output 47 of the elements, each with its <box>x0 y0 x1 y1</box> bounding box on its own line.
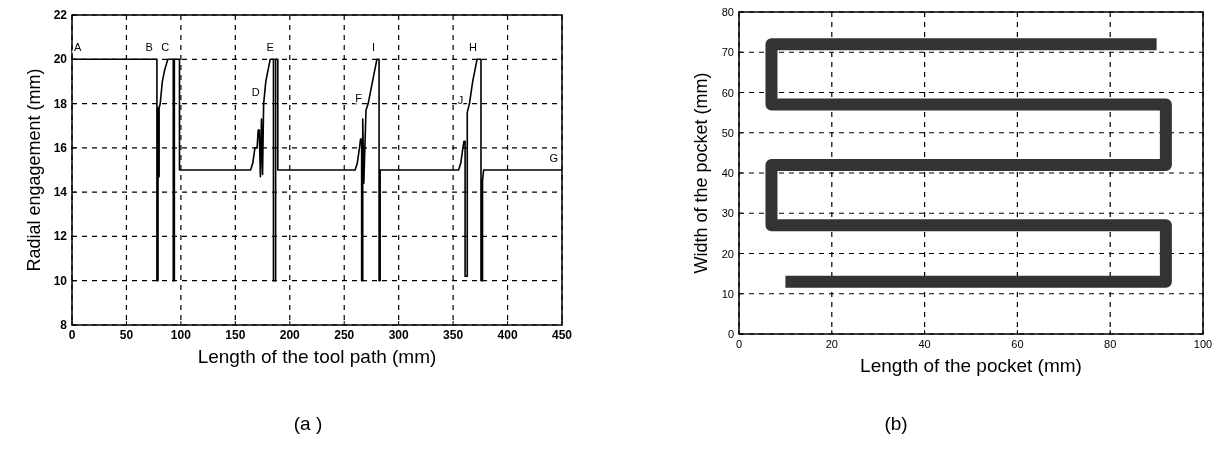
x-tick-label: 50 <box>119 328 134 342</box>
y-tick-label: 22 <box>53 8 68 22</box>
x-tick-label: 350 <box>443 328 464 342</box>
x-tick-label: 100 <box>170 328 192 342</box>
x-axis-title: Length of the pocket (mm) <box>860 355 1082 376</box>
x-tick-label: 20 <box>825 338 838 350</box>
text: (a ) <box>293 413 323 434</box>
y-tick-label: 80 <box>721 6 734 18</box>
y-tick-label: 70 <box>721 46 734 59</box>
y-axis-title: Width of the pocket (mm) <box>691 72 711 274</box>
x-tick-label: 80 <box>1104 338 1117 350</box>
x-tick-label: 60 <box>1011 338 1024 350</box>
x-tick-label: 250 <box>334 328 355 342</box>
y-tick-label: 50 <box>721 126 734 139</box>
annotation: C <box>161 41 170 54</box>
x-tick-label: 400 <box>497 328 518 342</box>
y-tick-label: 60 <box>721 86 734 99</box>
y-tick-label: 20 <box>53 52 68 67</box>
x-tick-label: 150 <box>225 328 246 342</box>
x-tick-label: 300 <box>388 328 409 342</box>
x-tick-label: 40 <box>918 338 931 350</box>
y-tick-label: 20 <box>721 247 734 260</box>
text: (b) <box>884 413 908 434</box>
annotation: E <box>266 41 274 54</box>
x-axis-title: Length of the tool path (mm) <box>197 346 437 367</box>
y-tick-label: 14 <box>53 185 68 200</box>
y-tick-label: 40 <box>721 167 734 179</box>
x-tick-label: 200 <box>279 328 301 342</box>
x-tick-label: 450 <box>551 328 573 342</box>
y-tick-label: 16 <box>53 140 68 155</box>
annotation: A <box>74 41 82 54</box>
x-tick-label: 0 <box>735 338 743 350</box>
annotation: D <box>251 85 260 98</box>
x-tick-label: 100 <box>1193 338 1213 350</box>
annotation: B <box>145 41 153 54</box>
annotation: J <box>457 94 464 107</box>
y-tick-label: 10 <box>53 273 68 288</box>
y-tick-label: 10 <box>721 287 734 300</box>
y-tick-label: 18 <box>53 96 68 111</box>
annotation: I <box>372 41 376 54</box>
y-tick-label: 12 <box>53 229 68 244</box>
annotation: H <box>469 41 478 54</box>
annotation: G <box>549 152 558 164</box>
annotation: F <box>355 92 363 105</box>
y-tick-label: 30 <box>721 207 734 220</box>
y-axis-title: Radial engagement (mm) <box>24 68 44 272</box>
y-tick-label: 8 <box>60 318 68 332</box>
